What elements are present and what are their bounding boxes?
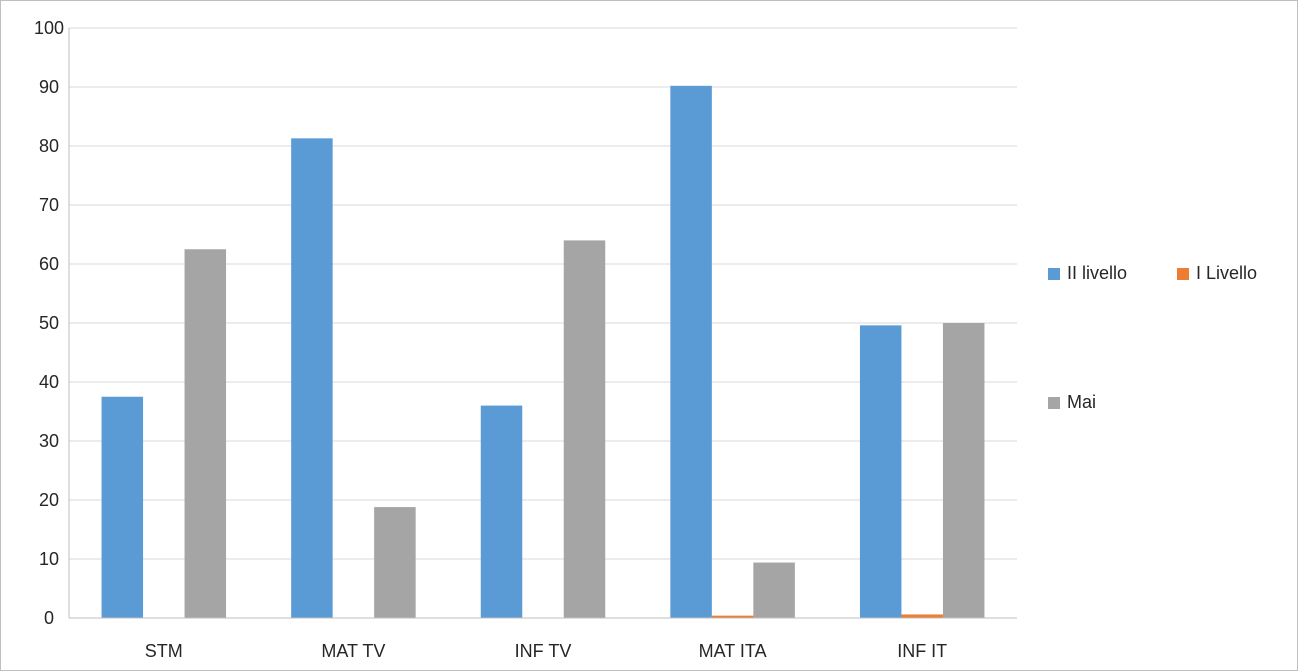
y-axis-ticks: 0 10 20 30 40 50 60 70 80 90 100 — [34, 18, 64, 628]
legend: II livello I Livello Mai — [1048, 263, 1257, 412]
bar-mai — [753, 562, 795, 618]
y-tick-label: 100 — [34, 18, 64, 38]
bar-mai — [184, 249, 227, 618]
bar-ii-livello — [291, 138, 333, 618]
axes — [68, 28, 1017, 619]
y-tick-label: 60 — [39, 254, 59, 274]
y-tick-label: 80 — [39, 136, 59, 156]
legend-swatch-ii-livello — [1048, 268, 1060, 280]
legend-label-mai: Mai — [1067, 392, 1096, 412]
x-category-label: MAT TV — [321, 641, 385, 661]
bar-ii-livello — [670, 85, 712, 618]
x-category-label: INF IT — [897, 641, 947, 661]
bars — [101, 85, 985, 618]
x-category-label: STM — [145, 641, 183, 661]
bar-ii-livello — [480, 405, 523, 618]
y-tick-label: 20 — [39, 490, 59, 510]
y-tick-label: 90 — [39, 77, 59, 97]
x-category-label: MAT ITA — [699, 641, 767, 661]
legend-label-ii-livello: II livello — [1067, 263, 1127, 283]
bar-mai — [374, 507, 416, 618]
bar-i-livello — [901, 614, 943, 618]
bar-i-livello — [711, 615, 754, 618]
bar-mai — [942, 323, 985, 618]
bar-ii-livello — [101, 396, 144, 618]
y-tick-label: 0 — [44, 608, 54, 628]
legend-label-i-livello: I Livello — [1196, 263, 1257, 283]
legend-swatch-i-livello — [1177, 268, 1189, 280]
y-tick-label: 40 — [39, 372, 59, 392]
x-axis-categories: STM MAT TV INF TV MAT ITA INF IT — [145, 641, 947, 661]
bar-ii-livello — [859, 325, 902, 618]
gridlines — [69, 27, 1017, 560]
y-tick-label: 30 — [39, 431, 59, 451]
y-tick-label: 10 — [39, 549, 59, 569]
y-tick-label: 70 — [39, 195, 59, 215]
y-tick-label: 50 — [39, 313, 59, 333]
x-category-label: INF TV — [515, 641, 572, 661]
legend-swatch-mai — [1048, 397, 1060, 409]
bar-mai — [563, 240, 606, 618]
